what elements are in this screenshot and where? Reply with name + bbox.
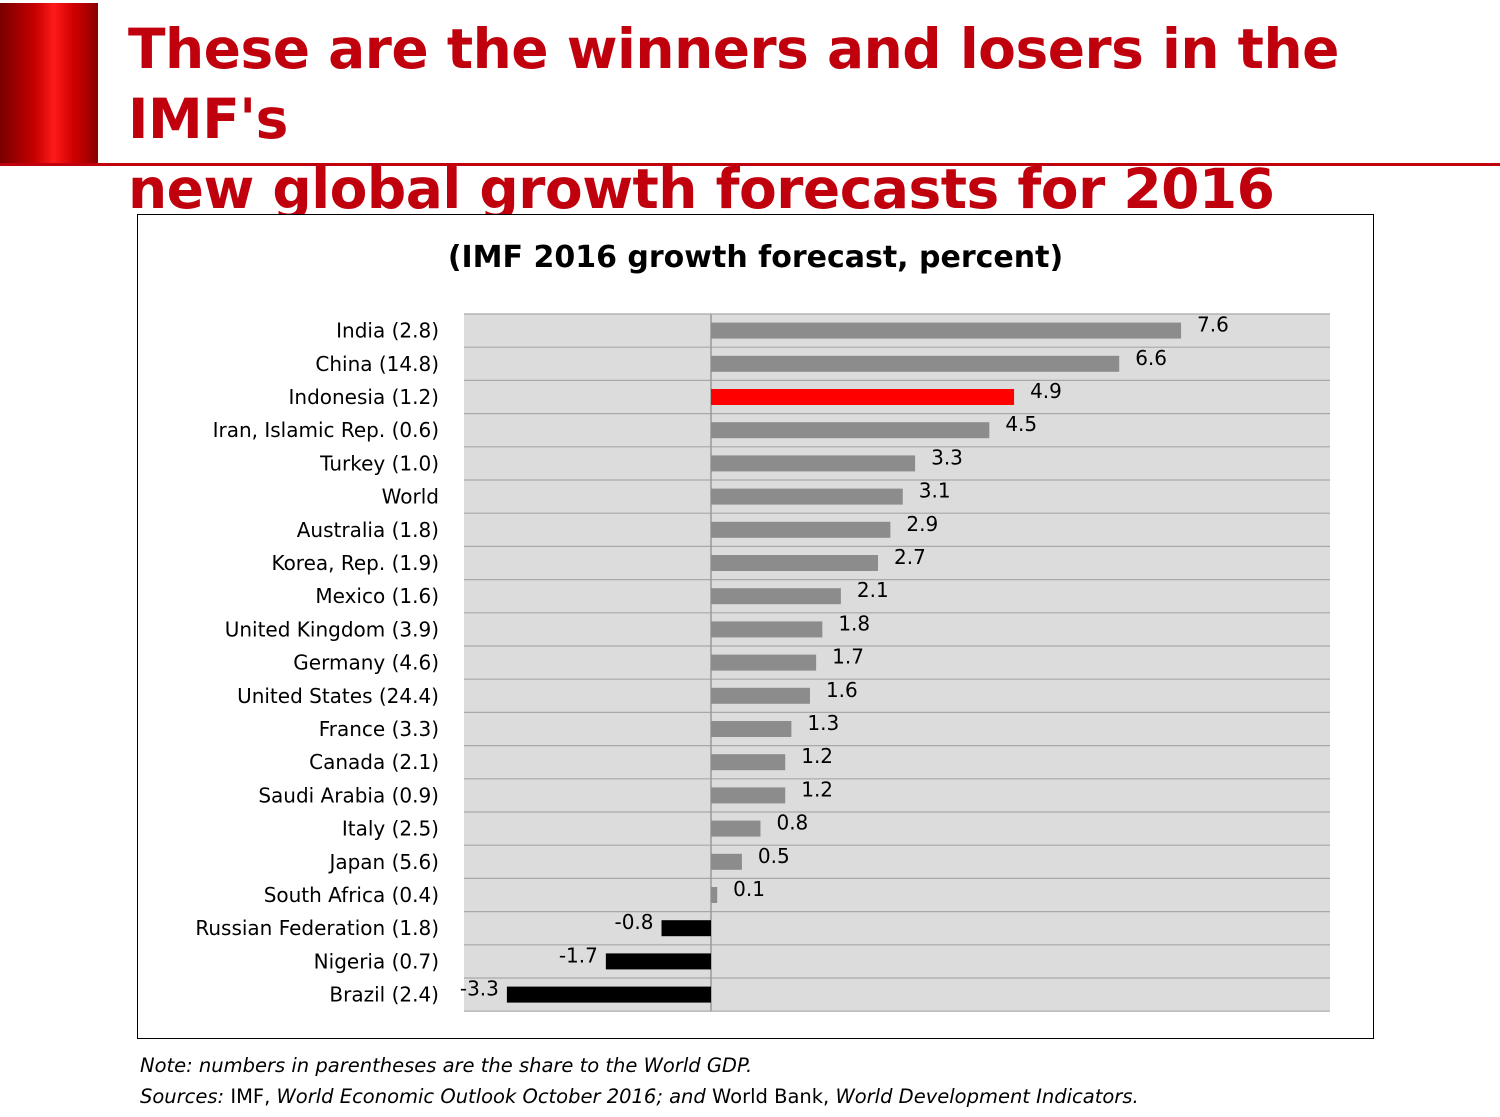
category-label: Australia (1.8) [297, 518, 439, 542]
category-label: Nigeria (0.7) [314, 949, 439, 973]
data-label: 2.1 [857, 578, 889, 602]
bar [711, 787, 786, 804]
data-label: 0.1 [733, 877, 765, 901]
data-label: 3.3 [931, 445, 963, 469]
category-label: Mexico (1.6) [315, 584, 439, 608]
category-label: Turkey (1.0) [319, 451, 439, 475]
note-text: Note: numbers in parentheses are the sha… [140, 1054, 753, 1077]
data-label: 1.6 [826, 678, 858, 702]
bar [711, 488, 903, 505]
sources-wb: World Bank, [705, 1085, 836, 1108]
bar [711, 355, 1120, 372]
chart-title: (IMF 2016 growth forecast, percent) [447, 240, 1064, 275]
data-label: 2.7 [894, 545, 926, 569]
category-label: Italy (2.5) [342, 817, 439, 841]
category-label: Germany (4.6) [293, 651, 439, 675]
bar [711, 588, 841, 605]
sources-imf: IMF, [224, 1085, 277, 1108]
footnotes: Note: numbers in parentheses are the sha… [140, 1050, 1480, 1112]
category-label: China (14.8) [315, 352, 439, 376]
data-label: 7.6 [1197, 313, 1229, 337]
bar [711, 853, 742, 870]
title-line-1: These are the winners and losers in the … [128, 17, 1339, 151]
bar [711, 654, 817, 671]
bar [711, 621, 823, 638]
bar [711, 455, 916, 472]
bar [711, 555, 878, 571]
data-label: 1.3 [807, 711, 839, 735]
title-rule [0, 163, 1500, 166]
data-label: -1.7 [559, 943, 598, 967]
category-label: United Kingdom (3.9) [225, 617, 439, 641]
bar [711, 322, 1182, 339]
data-label: 6.6 [1135, 346, 1167, 370]
sources-text: Sources: IMF, World Economic Outlook Oct… [140, 1081, 1480, 1112]
bar [711, 754, 786, 771]
bar-chart: India (2.8) 7.6 China (14.8) 6.6 Indonesia (… [195, 313, 1330, 1012]
data-label: -0.8 [614, 910, 653, 934]
data-label: 2.9 [906, 512, 938, 536]
data-label: 1.2 [801, 744, 833, 768]
category-label: World [382, 485, 439, 509]
data-label: 1.7 [832, 645, 864, 669]
data-label: 0.8 [776, 811, 808, 835]
data-label: 1.8 [838, 611, 870, 635]
category-label: India (2.8) [336, 319, 439, 343]
category-label: Indonesia (1.2) [289, 385, 440, 409]
bar [711, 521, 891, 538]
bar [711, 389, 1015, 405]
category-label: United States (24.4) [237, 684, 439, 708]
data-label: 3.1 [919, 479, 951, 503]
data-label: 1.2 [801, 777, 833, 801]
sources-wdi: World Development Indicators. [835, 1085, 1139, 1108]
sources-prefix: Sources: [140, 1085, 225, 1108]
category-label: South Africa (0.4) [264, 883, 439, 907]
bar [711, 687, 810, 704]
data-label: 4.9 [1030, 379, 1062, 403]
accent-bar [0, 3, 98, 165]
data-label: 4.5 [1005, 412, 1037, 436]
bar [661, 920, 711, 937]
category-label: Russian Federation (1.8) [195, 916, 439, 940]
slide-title: These are the winners and losers in the … [128, 14, 1488, 224]
plot-area [464, 314, 1330, 1012]
bar [711, 887, 718, 903]
bar [506, 986, 711, 1003]
category-label: Brazil (2.4) [329, 983, 439, 1007]
category-label: Iran, Islamic Rep. (0.6) [213, 418, 439, 442]
category-label: Saudi Arabia (0.9) [258, 783, 439, 807]
category-label: Japan (5.6) [327, 850, 439, 874]
title-line-2: new global growth forecasts for 2016 [128, 157, 1275, 221]
bar [711, 820, 761, 837]
sources-weo: World Economic Outlook October 2016; and [276, 1085, 706, 1108]
bar [605, 953, 711, 970]
data-label: -3.3 [460, 977, 499, 1001]
category-label: Canada (2.1) [309, 750, 439, 774]
bar [711, 721, 792, 737]
category-label: Korea, Rep. (1.9) [271, 551, 439, 575]
bar [711, 422, 990, 439]
data-label: 0.5 [758, 844, 790, 868]
category-label: France (3.3) [319, 717, 439, 741]
